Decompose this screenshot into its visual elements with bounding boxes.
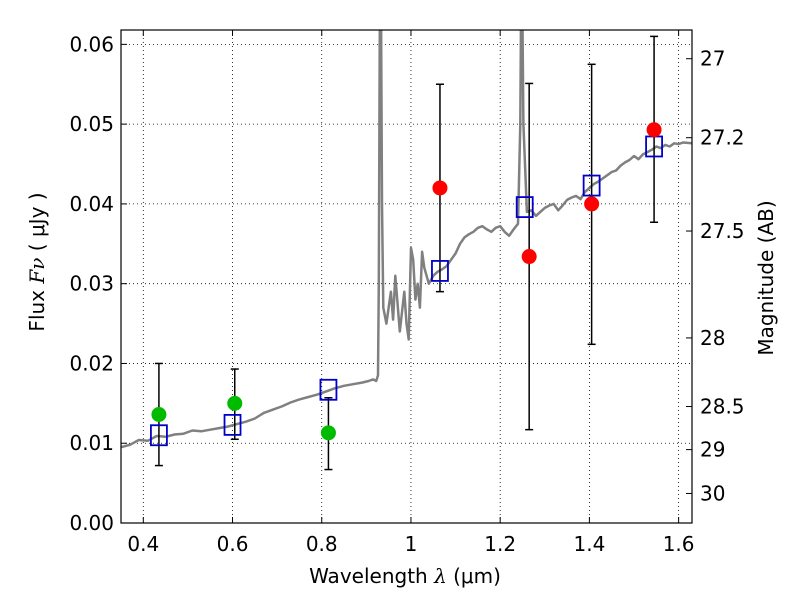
model-flux-box	[431, 260, 449, 282]
observed-point-red	[646, 122, 662, 138]
y2-tick-label: 27	[700, 47, 725, 71]
y-tick-label: 0.01	[69, 431, 114, 455]
x-tick-label: 0.6	[217, 532, 249, 556]
y2-tick-label: 29	[700, 438, 725, 462]
y-axis-ticks: 0.00 0.01 0.02 0.03 0.04 0.05 0.06	[69, 32, 127, 535]
data-markers	[150, 122, 663, 447]
observed-point-red	[432, 180, 448, 196]
grid	[121, 30, 692, 524]
template-spectrum	[121, 30, 692, 449]
x-tick-label: 1.6	[663, 532, 695, 556]
y-tick-label: 0.06	[69, 32, 114, 56]
y-tick-label: 0.04	[69, 192, 114, 216]
x-axis-ticks: 0.4 0.6 0.8 1 1.2 1.4 1.6	[127, 30, 695, 556]
y2-axis-ticks: 27 27.2 27.5 28 28.5 29 30	[686, 47, 745, 505]
y-tick-label: 0.05	[69, 112, 114, 136]
x-tick-label: 1.4	[573, 532, 605, 556]
plot-frame	[120, 29, 693, 524]
model-flux-box	[223, 413, 242, 436]
x-tick-label: 0.4	[127, 532, 159, 556]
model-flux-box	[582, 174, 601, 197]
y-axis-label: Flux Fν ( μJy )	[25, 192, 49, 331]
model-flux-box	[319, 378, 338, 401]
y2-tick-label: 27.5	[700, 219, 745, 243]
model-flux-box	[150, 424, 168, 447]
x-axis-label: Wavelength λ (μm)	[309, 564, 501, 588]
observed-point-red	[521, 249, 537, 265]
model-flux-box	[515, 196, 534, 218]
observed-point-green	[151, 407, 167, 423]
observed-point-red	[584, 196, 600, 212]
x-tick-label: 1.2	[484, 532, 516, 556]
y-tick-label: 0.02	[69, 351, 114, 375]
x-tick-label: 1	[405, 532, 418, 556]
y2-tick-label: 30	[700, 481, 725, 505]
observed-point-green	[227, 395, 243, 411]
spectrum-line	[121, 30, 692, 449]
y2-tick-label: 27.2	[700, 126, 745, 150]
y-tick-label: 0.03	[69, 272, 114, 296]
y-tick-label: 0.00	[69, 511, 114, 535]
y2-tick-label: 28.5	[700, 395, 745, 419]
observed-point-green	[320, 425, 336, 441]
y2-axis-label: Magnitude (AB)	[754, 200, 778, 355]
x-tick-label: 0.8	[306, 532, 338, 556]
y2-tick-label: 28	[700, 326, 725, 350]
